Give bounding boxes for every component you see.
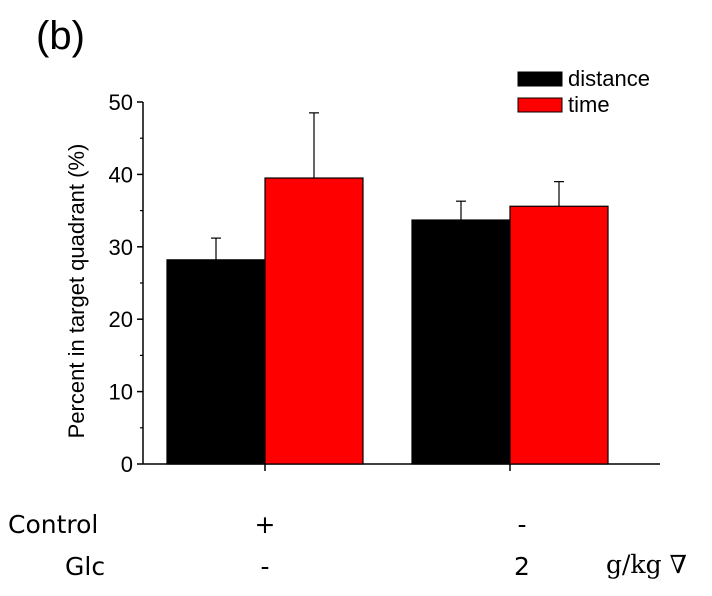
y-axis-label: Percent in target quadrant (%) [64, 144, 89, 439]
y-tick-label-40: 40 [109, 162, 133, 187]
control-value-group-1: + [254, 510, 276, 539]
legend-label-distance: distance [568, 66, 650, 91]
bar-distance-group-2 [411, 219, 511, 465]
y-tick-label-0: 0 [121, 452, 133, 477]
bar-distance-group-1 [166, 259, 266, 465]
glc-value-group-1: - [260, 552, 270, 581]
bar-time-group-1 [264, 177, 364, 465]
row-label-glc: Glc [65, 552, 106, 581]
glc-value-group-2: 2 [514, 552, 530, 581]
legend-swatch-distance [517, 71, 563, 87]
y-tick-label-20: 20 [109, 307, 133, 332]
y-tick-label-10: 10 [109, 380, 133, 405]
y-tick-label-50: 50 [109, 90, 133, 115]
control-value-group-2: - [517, 510, 527, 539]
legend-label-time: time [568, 92, 610, 117]
row-label-control: Control [8, 510, 99, 539]
dose-unit-label: g/kg ∇ [606, 550, 687, 579]
bar-time-group-2 [509, 205, 609, 465]
panel-label: (b) [36, 14, 85, 58]
y-tick-label-30: 30 [109, 235, 133, 260]
legend-swatch-time [517, 97, 563, 113]
